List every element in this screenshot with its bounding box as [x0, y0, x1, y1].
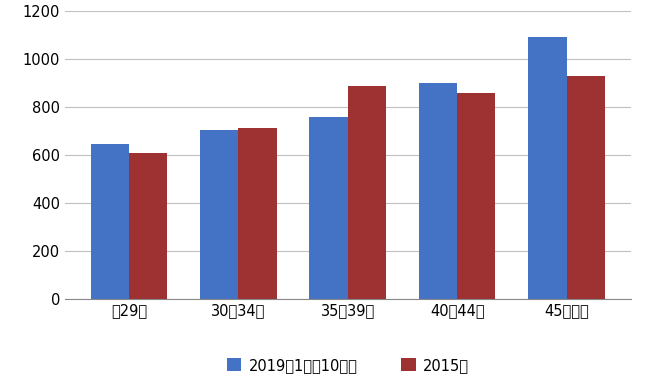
Bar [567, 76, 604, 299]
Bar [200, 130, 239, 299]
Bar [348, 86, 386, 299]
Bar [129, 154, 167, 299]
Bar [309, 117, 348, 299]
Bar [419, 83, 457, 299]
Legend: 2019年1月～10月末, 2015年: 2019年1月～10月末, 2015年 [221, 352, 474, 379]
Bar [528, 37, 567, 299]
Bar [91, 144, 129, 299]
Bar [239, 128, 277, 299]
Bar [457, 93, 495, 299]
